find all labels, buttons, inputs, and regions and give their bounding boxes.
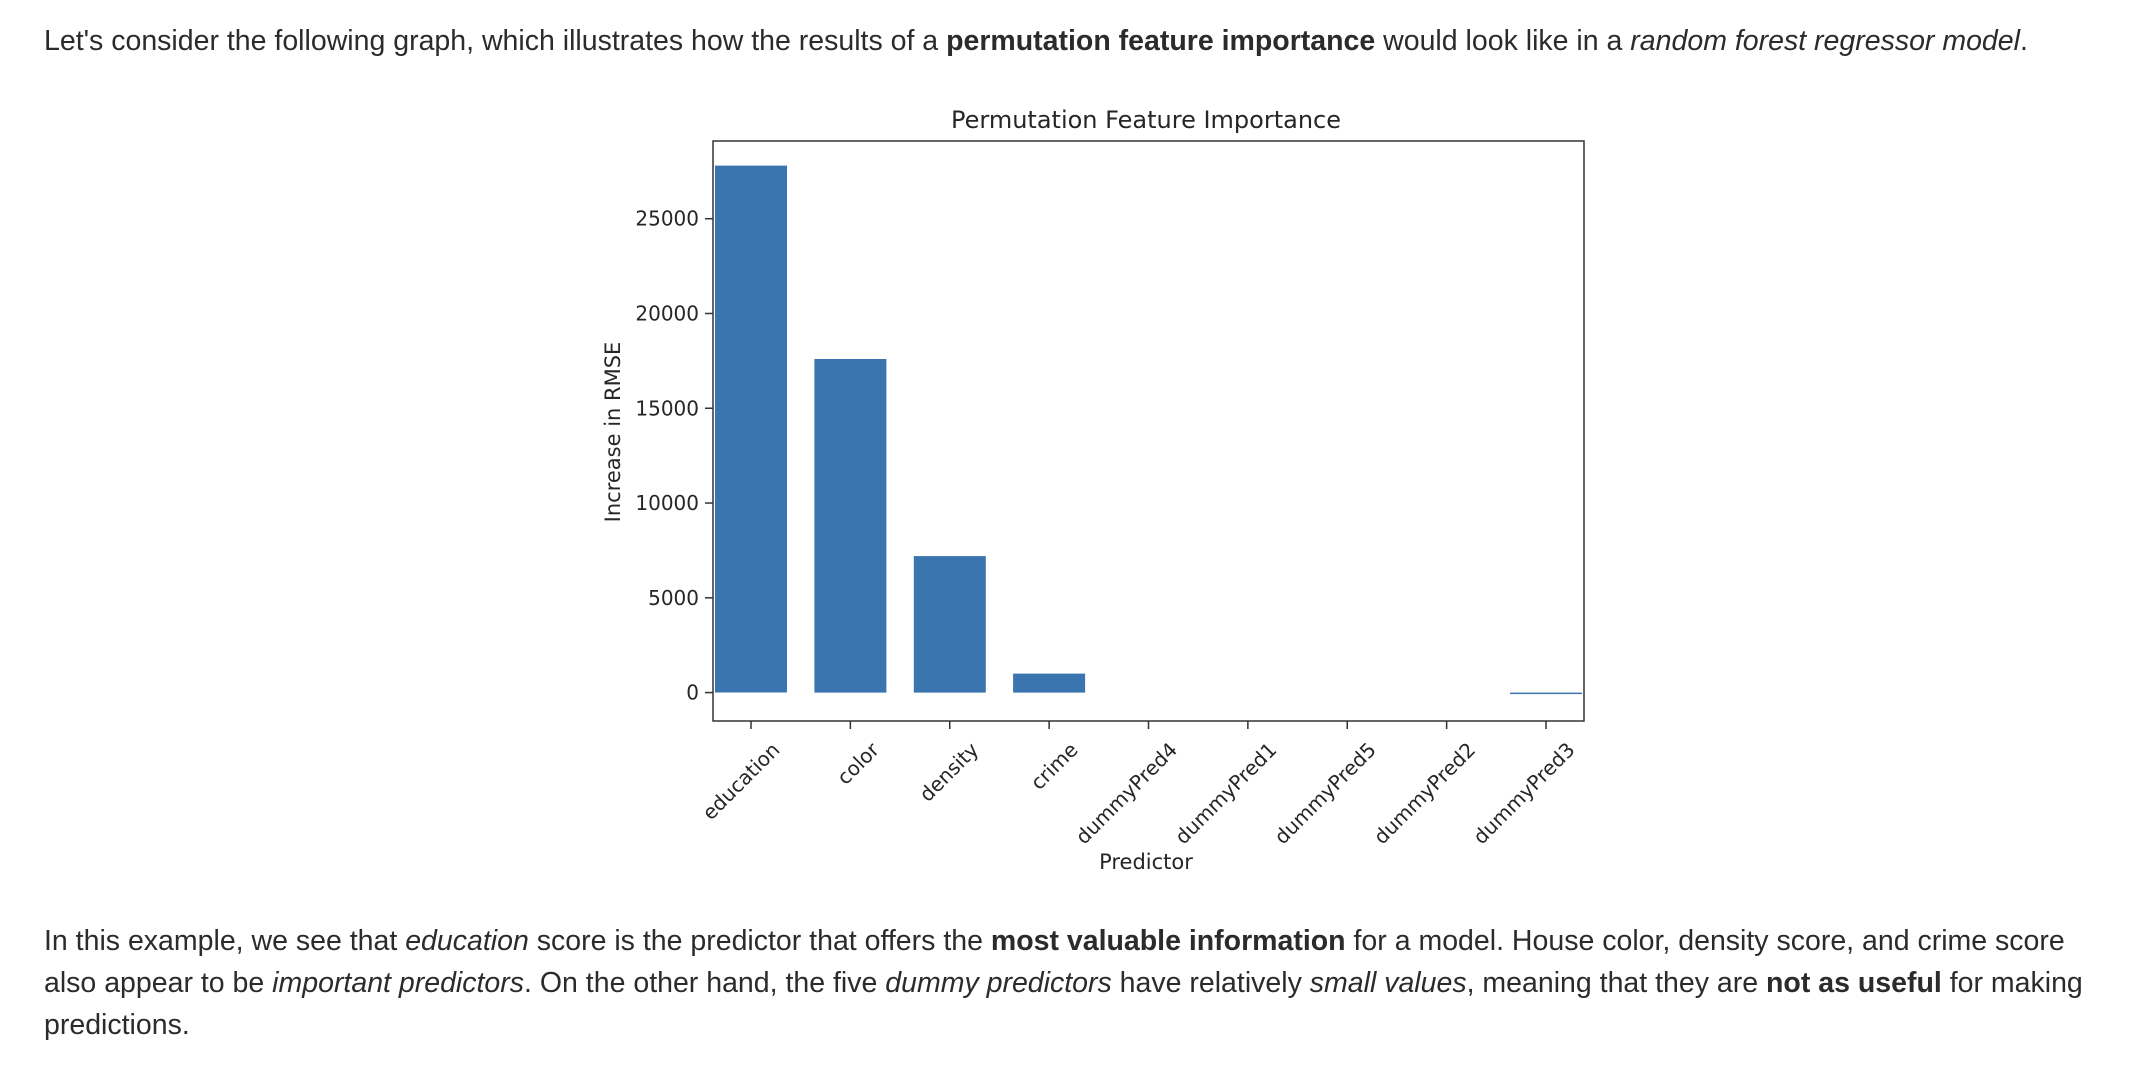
bar-dummyPred3	[1510, 692, 1582, 695]
bar-crime	[1013, 673, 1086, 693]
conclusion-text-4: . On the other hand, the five	[524, 967, 886, 999]
x-tick-label-color: color	[832, 737, 884, 789]
permutation-importance-chart: Permutation Feature Importance Increase …	[601, 106, 1585, 874]
conclusion-italic-education: education	[405, 925, 529, 957]
conclusion-italic-important: important predictors	[272, 967, 525, 999]
conclusion-text-1: In this example, we see that	[44, 925, 406, 957]
x-ticks: education color density crimedummyPred4dumm…	[697, 721, 1580, 849]
intro-text-2: would look like in a	[1375, 25, 1631, 57]
y-tick-label: 25000	[635, 207, 699, 231]
intro-text-3: .	[2019, 25, 2028, 57]
y-tick-label: 10000	[635, 491, 699, 515]
intro-text-1: Let's consider the following graph, whic…	[44, 25, 947, 57]
intro-italic-term: random forest regressor model	[1630, 25, 2020, 57]
conclusion-italic-small: small values	[1309, 967, 1467, 999]
intro-paragraph: Let's consider the following graph, whic…	[44, 20, 2124, 62]
plot-frame	[712, 140, 1585, 722]
y-tick-label: 20000	[635, 301, 699, 325]
intro-bold-term: permutation feature importance	[946, 25, 1376, 57]
bars-layer	[715, 165, 1582, 695]
x-axis-label: Predictor	[1099, 850, 1193, 874]
conclusion-bold-valuable: most valuable information	[990, 925, 1346, 957]
conclusion-text-5: have relatively	[1111, 967, 1310, 999]
x-tick-label-dummyPred3: dummyPred3	[1468, 738, 1579, 849]
conclusion-text-2: score is the predictor that offers the	[528, 925, 991, 957]
x-tick-label-density: density	[914, 737, 983, 806]
conclusion-paragraph: In this example, we see that education s…	[44, 920, 2124, 1046]
x-tick-label-crime: crime	[1026, 738, 1083, 795]
chart-title: Permutation Feature Importance	[951, 106, 1341, 134]
y-axis-label: Increase in RMSE	[601, 342, 625, 523]
y-tick-label: 0	[686, 681, 699, 705]
conclusion-text-6: , meaning that they are	[1466, 967, 1767, 999]
bar-color	[814, 359, 887, 693]
bar-density	[913, 556, 986, 693]
x-tick-label-education: education	[697, 738, 784, 825]
conclusion-italic-dummy: dummy predictors	[885, 967, 1112, 999]
y-ticks: 0 5000 10000 15000 20000 25000	[635, 207, 713, 705]
bar-education	[715, 165, 787, 693]
y-tick-label: 5000	[648, 586, 699, 610]
x-tick-label-dummyPred2: dummyPred2	[1369, 738, 1480, 849]
conclusion-bold-not-useful: not as useful	[1766, 967, 1942, 999]
x-tick-label-dummyPred4: dummyPred4	[1071, 738, 1182, 849]
x-tick-label-dummyPred1: dummyPred1	[1170, 738, 1281, 849]
conclusion-text-7: for making predictions.	[44, 967, 2083, 1041]
y-tick-label: 15000	[635, 396, 699, 420]
x-tick-label-dummyPred5: dummyPred5	[1269, 738, 1380, 849]
conclusion-text-3: for a model. House color, density score,…	[44, 925, 2065, 999]
